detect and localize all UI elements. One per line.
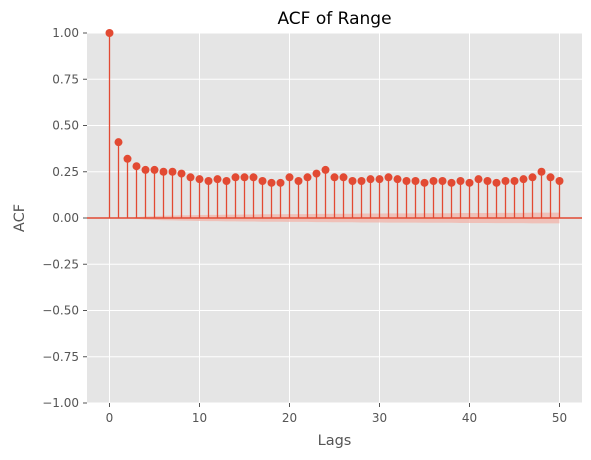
y-tick-label: 0.50 [52,119,79,133]
x-tick-label: 50 [552,411,567,425]
acf-stem-marker [285,173,294,182]
acf-stem-marker [321,165,330,174]
acf-stem-marker [222,177,231,185]
acf-stem-marker [519,175,528,184]
acf-stem-marker [537,167,546,176]
acf-stem-marker [150,165,159,174]
acf-stem-marker [114,138,123,147]
y-tick-label: −1.00 [42,396,79,410]
y-tick-label: −0.25 [42,257,79,271]
acf-stem-marker [141,165,150,174]
acf-stem-marker [474,175,483,184]
acf-stem-marker [249,173,258,182]
acf-stem-marker [213,175,222,184]
y-tick-label: 1.00 [52,26,79,40]
acf-stem-marker [402,177,411,185]
acf-stem-marker [231,173,240,182]
acf-stem-marker [483,177,492,185]
acf-stem-marker [420,178,429,187]
x-tick-label: 0 [106,411,114,425]
acf-stem-marker [258,177,267,185]
acf-stem-marker [492,178,501,187]
acf-stem-marker [339,173,348,182]
acf-stem-marker [177,169,186,178]
acf-stem-marker [366,175,375,184]
x-tick-label: 30 [372,411,387,425]
acf-stem-marker [384,173,393,182]
acf-stem-marker [375,175,384,184]
y-tick-label: −0.50 [42,304,79,318]
acf-stem-marker [276,178,285,187]
y-tick-label: −0.75 [42,350,79,364]
acf-stem-marker [330,173,339,182]
x-tick-label: 40 [462,411,477,425]
chart-title: ACF of Range [277,9,391,29]
acf-stem-marker [105,29,114,37]
acf-stem-marker [186,173,195,182]
x-axis-label: Lags [318,433,352,449]
acf-stem-marker [312,169,321,178]
acf-stem-marker [123,154,132,163]
acf-stem-marker [447,178,456,187]
acf-stem-marker [267,178,276,187]
acf-stems [87,29,582,219]
acf-stem-marker [159,167,168,176]
acf-stem-marker [528,173,537,182]
y-tick-label: 0.75 [52,72,79,86]
acf-stem-marker [411,177,420,185]
axis-ticks: 0 10 20 30 40 50 −1.00 −0.75 −0.50 −0.25 0.00 0.25 0… [42,26,567,425]
acf-stem-marker [357,177,366,185]
acf-stem-marker [546,173,555,182]
acf-stem-marker [393,175,402,184]
acf-stem-marker [132,162,141,171]
y-axis-label: ACF [12,204,28,232]
y-tick-label: 0.00 [52,211,79,225]
acf-stem-marker [429,177,438,185]
acf-stem-marker [294,177,303,185]
acf-stem-marker [204,177,213,185]
acf-stem-marker [465,178,474,187]
acf-stem-marker [456,177,465,185]
x-tick-label: 20 [282,411,297,425]
acf-stem-marker [303,173,312,182]
acf-stem-marker [501,177,510,185]
acf-stem-marker [510,177,519,185]
acf-stem-marker [168,167,177,176]
acf-stem-marker [240,173,249,182]
acf-stem-marker [555,177,564,185]
x-tick-label: 10 [192,411,207,425]
acf-stem-marker [438,177,447,185]
acf-stem-marker [195,175,204,184]
acf-stem-marker [348,177,357,185]
y-tick-label: 0.25 [52,165,79,179]
